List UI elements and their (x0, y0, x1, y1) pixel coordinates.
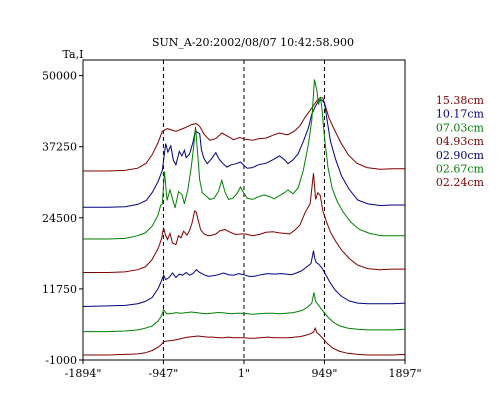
y-axis: 50000 37250 24500 11750 -1000 (42, 70, 83, 367)
legend-item-6: 02.24cm (436, 176, 485, 189)
legend-item-5: 02.67cm (436, 163, 485, 176)
legend-item-2: 07.03cm (436, 121, 485, 134)
y-tick-label-4: -1000 (45, 354, 77, 367)
y-tick-label-3: 11750 (42, 283, 77, 296)
y-tick-label-2: 24500 (42, 212, 77, 225)
reference-lines (162, 60, 325, 360)
x-tick-label-0: -1894" (65, 367, 102, 380)
legend: 15.38cm10.17cm07.03cm04.93cm02.90cm02.67… (436, 94, 485, 189)
series-line-4 (82, 250, 406, 307)
chart-title: SUN_A-20:2002/08/07 10:42:58.900 (152, 36, 354, 49)
y-tick-label-0: 50000 (42, 70, 77, 83)
series-line-2 (83, 79, 405, 240)
series-line-5 (83, 292, 406, 333)
legend-item-4: 02.90cm (436, 149, 485, 162)
legend-item-3: 04.93cm (436, 135, 485, 148)
series-group (82, 79, 406, 356)
x-tick-label-1: -947" (149, 367, 179, 380)
legend-item-0: 15.38cm (436, 94, 485, 107)
x-tick-label-2: 1" (238, 367, 250, 380)
series-line-1 (83, 99, 405, 208)
x-tick-label-3: 949" (311, 367, 337, 380)
series-line-6 (83, 326, 406, 356)
series-line-0 (83, 97, 405, 172)
y-tick-label-1: 37250 (42, 141, 77, 154)
x-axis: -1894" -947" 1" 949" 1897" (65, 360, 422, 380)
legend-item-1: 10.17cm (436, 108, 485, 121)
x-tick-label-4: 1897" (388, 367, 421, 380)
y-axis-label: Ta,I (63, 48, 84, 61)
series-line-3 (83, 173, 405, 273)
